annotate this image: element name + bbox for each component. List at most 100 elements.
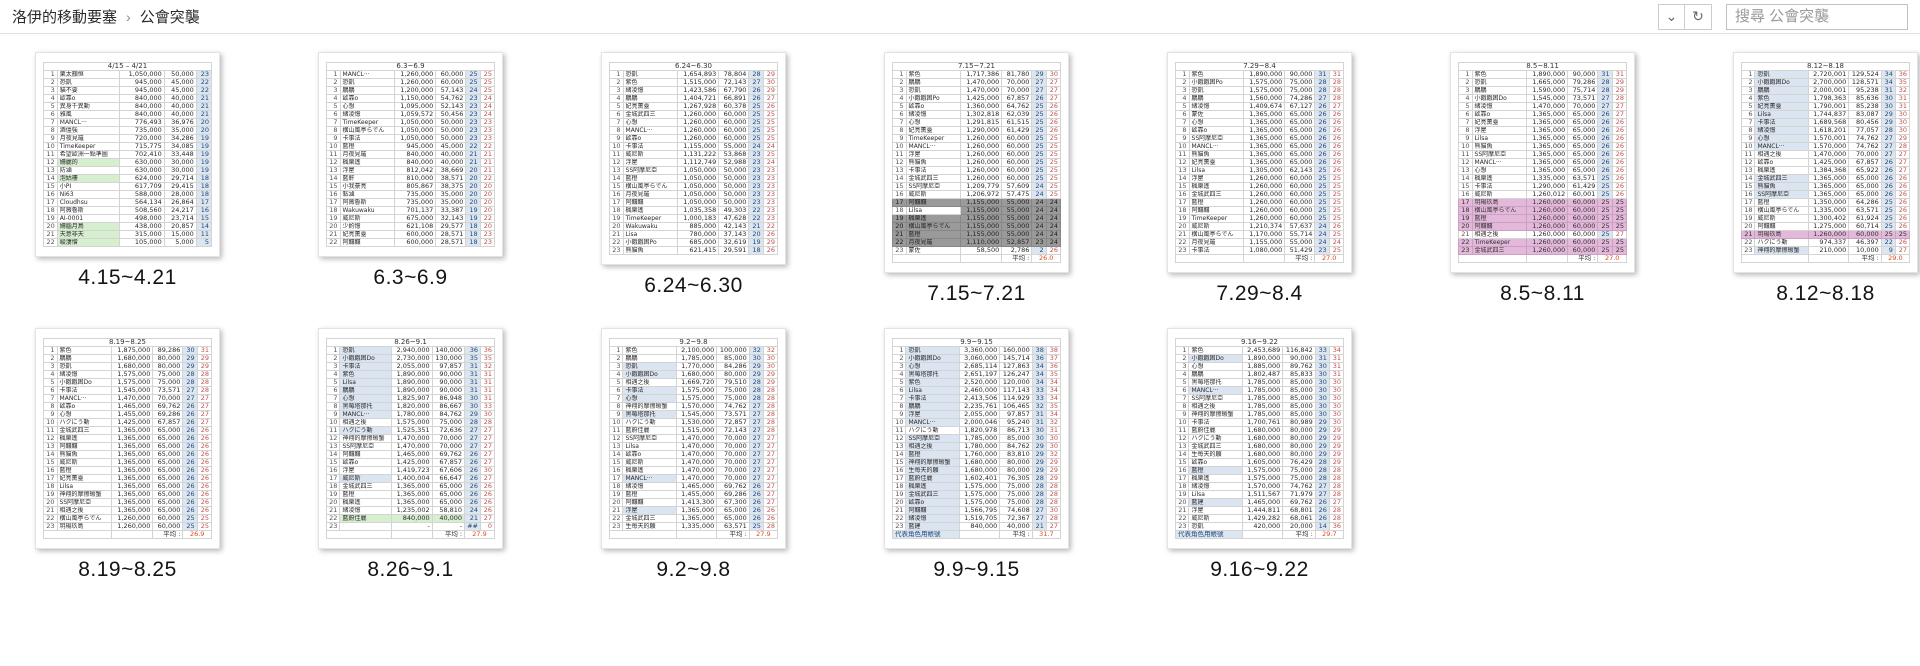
thumbnail-image[interactable]: 8.19~8.25 1 紫色 1,875,000 89,286 30 31 2 鵬鵬 1,680,… [35,328,220,549]
thumbnail-image[interactable]: 6.3~6.9 1 MANCL··· 1,260,000 60,000 25 25 2 恐凱 1,… [318,52,503,257]
rank-cell: 19 [326,214,341,223]
total-cell: 2,055,000 [391,362,433,371]
total-cell: 1,155,000 [959,198,1003,207]
thumbnail-image[interactable]: 9.2~9.8 1 紫色 2,100,000 100,000 32 32 2 鵬鵬 1,785,0… [601,328,786,549]
rank-cell: 16 [43,190,58,199]
average-cell: 66,647 [431,474,466,483]
player-name-cell: 浮屋 [622,506,677,515]
count1-cell: 30 [1880,94,1896,103]
total-cell: 1,050,000 [119,70,165,79]
count1-cell: 25 [1597,222,1613,231]
player-name-cell: 月夜見羅 [905,238,961,247]
table-row: 1 栗太顏恒 1,050,000 50,000 23 [43,70,213,79]
count1-cell: 34 [1031,378,1047,387]
rank-cell: 21 [1458,230,1473,239]
average-cell: 75,000 [716,386,750,395]
thumbnail-image[interactable]: 8.5~8.11 1 紫色 1,890,000 90,000 31 31 2 恐凱 1,665,0… [1450,52,1635,273]
table-row: 19 神翔的摩擦蝦蟹 1,365,000 65,000 26 26 [43,490,213,499]
player-name-cell: 紫色 [905,70,961,79]
thumbnail-image[interactable]: 8.26~9.1 1 恐凱 2,940,000 140,000 36 36 2 小餓餓困Do 2,… [318,328,503,549]
count2-cell: 29 [1045,466,1062,475]
table-row: 9 TimeKeeper 1,260,000 60,000 25 25 [892,134,1062,143]
average-cell: 71,979 [1282,490,1316,499]
rank-cell: 10 [43,142,58,151]
total-cell: 1,260,000 [1525,214,1569,223]
table-week-header: 9.9~9.15 [892,338,1061,347]
count1-cell: 30 [1314,402,1330,411]
table-row: 23 玥楊玖島 1,260,000 60,000 25 25 [43,522,213,531]
total-cell: 974,337 [1807,238,1850,247]
count2-cell: 27 [480,426,495,435]
rank-cell: 9 [43,410,58,419]
mini-spreadsheet: 8.26~9.1 1 恐凱 2,940,000 140,000 36 36 2 小餓餓困Do 2,… [325,338,495,539]
average-cell: 65,000 [1567,158,1599,167]
table-row: 6 緒凌憶 1,302,818 62,039 25 26 [892,110,1062,119]
player-name-cell: TimeKeeper [339,118,395,127]
count2-cell: 23 [762,166,779,175]
average-cell: 90,000 [431,378,466,387]
breadcrumb-root[interactable]: 洛伊的移動要塞 [12,9,118,26]
footer-label-cell [1458,254,1527,263]
count1-cell: 25 [465,70,481,79]
total-cell: 1,470,000 [675,434,718,443]
average-cell: 80,000 [716,370,750,379]
count2-cell: 26 [196,474,213,483]
total-cell: 1,000,183 [676,214,720,223]
thumbnail-image[interactable]: 4/15 – 4/21 1 栗太顏恒 1,050,000 50,000 23 2 恐凱 945,… [35,52,220,257]
count1-cell: 25 [1314,182,1330,191]
footer-label-cell [892,254,961,263]
table-week-header: 7.15~7.21 [892,62,1061,71]
rank-cell: 7 [1175,118,1190,127]
average-cell: 60,000 [435,78,467,87]
total-cell: 1,515,000 [676,78,720,87]
rank-cell: 16 [326,190,341,199]
footer-empty-cell [1525,254,1569,263]
count1-cell: 29 [1314,418,1330,427]
table-row: 3 恐凱 1,470,000 70,000 27 27 [892,86,1062,95]
chevron-down-icon[interactable]: ⌄ [1658,3,1685,30]
refresh-icon[interactable]: ↻ [1685,3,1712,30]
average-cell: 40,000 [435,158,467,167]
mini-spreadsheet: 8.12~8.18 1 恐凱 2,720,001 129,524 34 36 2 小餓餓困Do 2… [1740,62,1911,263]
average-cell: 63,571 [1567,174,1599,183]
thumbnail-image[interactable]: 9.9~9.15 1 恐凱 3,360,000 160,000 38 38 2 小餓餓困Do 3,… [884,328,1069,549]
table-row: 18 緒凌憶 1,570,000 74,762 27 28 [1174,482,1345,491]
count1-cell: 26 [1314,498,1330,507]
table-row: 21 妃亮薰臺 600,000 28,571 18 23 [326,230,496,239]
player-name-cell: 歐靠o [622,134,678,143]
player-name-cell: 阿釀釀 [56,442,112,451]
rank-cell: 13 [1458,166,1473,175]
rank-cell: 2 [326,78,341,87]
total-cell: 105,000 [119,238,165,247]
average-cell: 45,000 [435,142,467,151]
thumbnail-image[interactable]: 8.12~8.18 1 恐凱 2,720,001 129,524 34 36 2 小餓餓困Do 2… [1733,52,1918,273]
table-row: 14 歐靠o 1,470,000 70,000 27 27 [608,450,779,459]
footer-average-label: 平均 : [999,530,1033,539]
thumbnail-image[interactable]: 7.15~7.21 1 紫色 1,717,386 81,780 29 30 2 鵬鵬 1,470,… [884,52,1069,273]
player-name-cell: 小餓餓困Do [339,354,393,363]
count1-cell: 19 [195,158,213,167]
total-cell: 780,000 [676,230,720,239]
table-row: 4 紫色 1,890,000 90,000 31 31 [325,370,495,379]
rank-cell: 4 [609,94,624,103]
count2-cell: 25 [1328,182,1345,191]
table-row: 14 阿釀釀 1,465,000 69,762 26 27 [325,450,495,459]
average-cell: 75,000 [999,490,1033,499]
table-row: 21 浮屋 1,444,811 68,801 26 28 [1174,506,1345,515]
count1-cell: 28 [1314,474,1330,483]
player-name-cell: 鵬鵬 [622,94,678,103]
count1-cell: 23 [748,158,764,167]
rank-cell: 11 [1458,150,1473,159]
table-row: 11 浮屋 1,260,000 60,000 25 25 [892,150,1062,159]
thumbnail-image[interactable]: 9.16~9.22 1 紫色 2,453,689 116,842 33 34 2 小餓餓困Do 1… [1167,328,1352,549]
total-cell: 1,470,000 [675,474,718,483]
thumbnail-image[interactable]: 7.29~8.4 1 紫色 1,890,000 90,000 31 31 2 小餓餓困Po 1,5… [1167,52,1352,273]
search-input[interactable] [1726,3,1908,30]
thumbnail-caption: 8.19~8.25 [78,558,177,581]
count2-cell: 29 [762,370,779,379]
rank-cell: 3 [1458,86,1473,95]
rank-cell: 1 [1175,70,1190,79]
thumbnail-image[interactable]: 6.24~6.30 1 恐凱 1,654,893 78,804 28 29 2 紫色 1,515,… [601,52,786,265]
player-name-cell: 心想 [339,102,395,111]
player-name-cell: MANCL··· [905,418,960,427]
